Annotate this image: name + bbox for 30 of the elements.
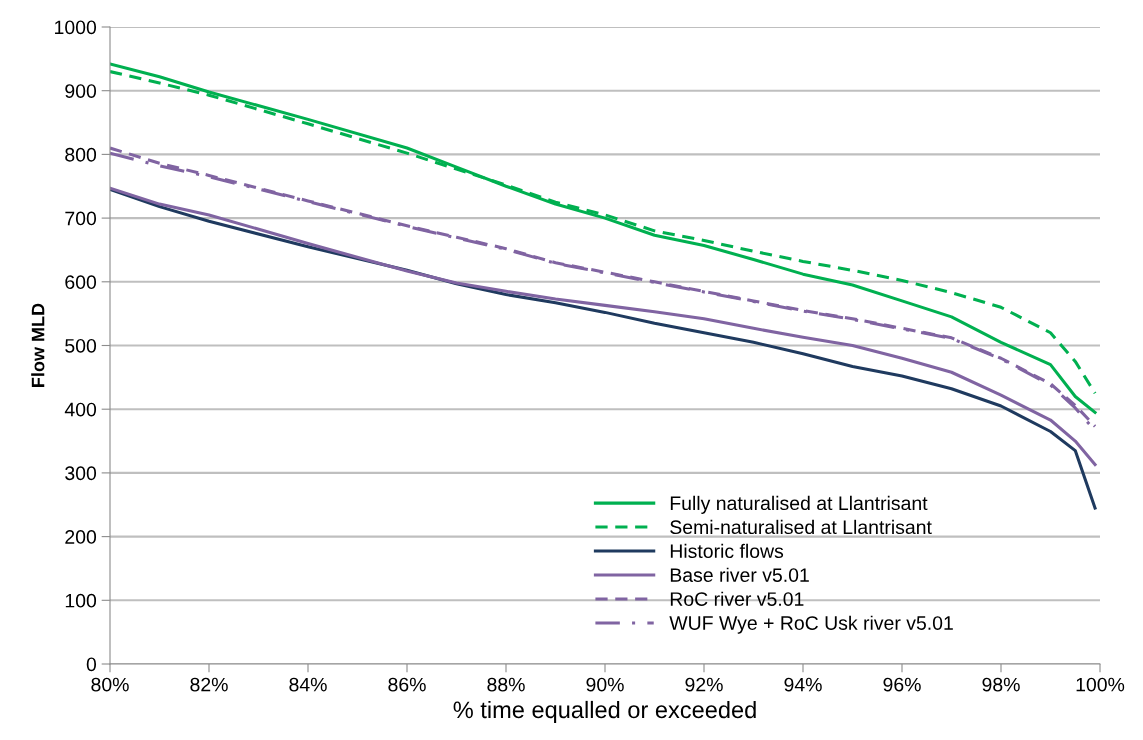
- y-axis-title: Flow MLD: [31, 303, 45, 387]
- legend-label: WUF Wye + RoC Usk river v5.01: [669, 615, 953, 634]
- x-axis-title: % time equalled or exceeded: [453, 700, 756, 723]
- y-tick-label: 700: [65, 211, 97, 226]
- x-tick-label: 96%: [883, 677, 921, 692]
- x-tick-label: 94%: [784, 677, 822, 692]
- legend-label: Historic flows: [670, 543, 784, 559]
- x-tick-label: 82%: [190, 677, 228, 692]
- x-tick-label: 88%: [487, 677, 525, 692]
- legend-label: Base river v5.01: [670, 567, 809, 582]
- y-tick-label: 500: [65, 338, 97, 353]
- y-tick-label: 0: [86, 657, 97, 672]
- y-tick-label: 200: [65, 530, 97, 544]
- x-tick-label: 100%: [1076, 677, 1125, 692]
- x-tick-label: 86%: [388, 677, 426, 692]
- legend-label: Semi-naturalised at Llantrisant: [670, 519, 932, 535]
- x-tick-label: 98%: [982, 677, 1020, 692]
- x-tick-label: 80%: [91, 677, 129, 692]
- y-tick-label: 1000: [55, 20, 97, 35]
- y-tick-label: 900: [65, 84, 97, 98]
- legend-label: RoC river v5.01: [670, 591, 804, 606]
- y-tick-label: 100: [65, 593, 97, 608]
- x-tick-label: 92%: [685, 677, 723, 692]
- legend-label: Fully naturalised at Llantrisant: [670, 495, 928, 514]
- y-tick-label: 300: [65, 466, 97, 481]
- y-tick-label: 600: [65, 275, 97, 290]
- y-tick-label: 400: [64, 402, 97, 417]
- x-tick-label: 84%: [289, 677, 327, 692]
- x-tick-label: 90%: [586, 677, 624, 692]
- y-tick-label: 800: [65, 147, 97, 162]
